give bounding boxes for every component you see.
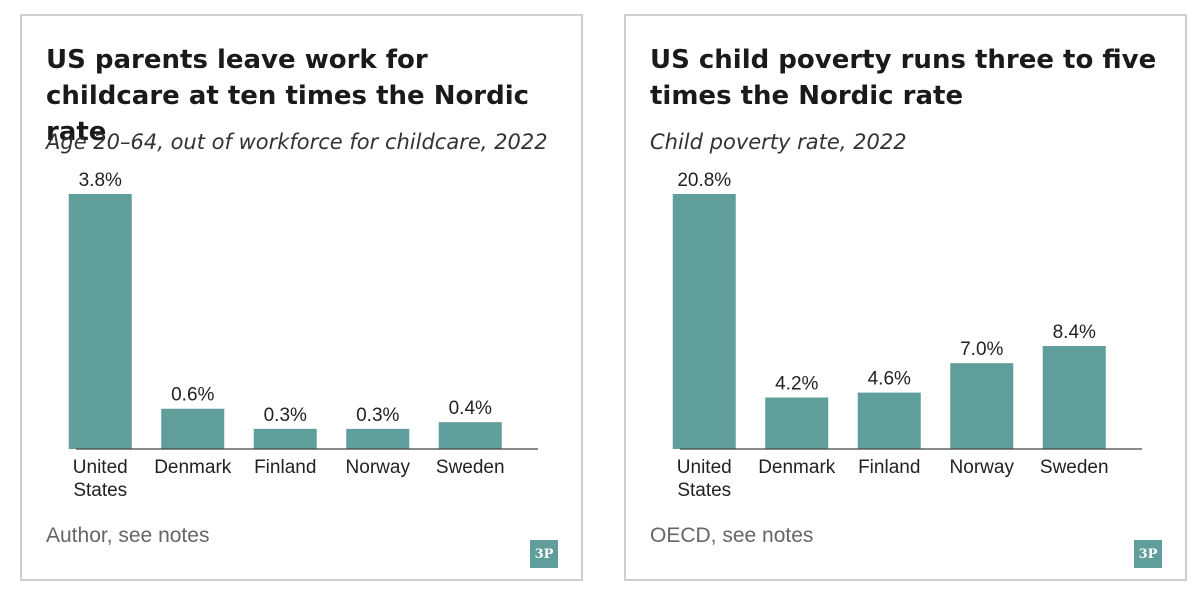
bar-finland: [857, 392, 921, 449]
category-label: Norway: [346, 457, 411, 478]
category-label: Norway: [950, 457, 1015, 478]
data-label: 7.0%: [960, 339, 1003, 360]
bar-sweden: [1042, 346, 1106, 449]
data-label: 0.3%: [356, 405, 399, 426]
chart-panel-right: US child poverty runs three to five time…: [624, 14, 1187, 581]
data-label: 4.2%: [775, 374, 818, 395]
brand-logo: 3P: [1134, 540, 1162, 568]
category-label: Finland: [254, 457, 316, 478]
bar-united-states: [672, 194, 736, 449]
bar-finland: [253, 428, 317, 449]
category-label: Denmark: [154, 457, 232, 478]
chart-panel-left: US parents leave work for childcare at t…: [20, 14, 583, 581]
data-label: 4.6%: [868, 369, 911, 390]
category-label: Sweden: [436, 457, 505, 478]
source-note: OECD, see notes: [650, 524, 814, 547]
chart-title: US child poverty runs three to five time…: [650, 45, 1157, 111]
category-label: Denmark: [758, 457, 836, 478]
chart-subtitle: Child poverty rate, 2022: [650, 130, 907, 154]
source-note: Author, see notes: [46, 524, 210, 547]
bar-norway: [950, 363, 1014, 449]
data-label: 0.3%: [264, 405, 307, 426]
bar-united-states: [68, 194, 132, 449]
category-label: Finland: [858, 457, 920, 478]
bar-sweden: [438, 422, 502, 449]
data-label: 0.4%: [449, 398, 492, 419]
bar-chart: 20.8% United States 4.2% Denmark 4.6% Finland 7…: [672, 170, 1142, 501]
bar-denmark: [765, 397, 829, 449]
chart-title: US parents leave work for childcare at t…: [46, 45, 530, 147]
data-label: 8.4%: [1053, 322, 1096, 343]
data-label: 20.8%: [677, 170, 731, 191]
data-label: 0.6%: [171, 385, 214, 406]
brand-logo: 3P: [530, 540, 558, 568]
bar-chart: 3.8% United States 0.6% Denmark 0.3% Finland 0.…: [68, 170, 538, 501]
category-label: United States: [73, 457, 128, 501]
category-label: United States: [677, 457, 732, 501]
bar-denmark: [161, 408, 225, 449]
category-label: Sweden: [1040, 457, 1109, 478]
bar-norway: [346, 428, 410, 449]
data-label: 3.8%: [79, 170, 122, 191]
chart-subtitle: Age 20–64, out of workforce for childcar…: [46, 130, 548, 154]
